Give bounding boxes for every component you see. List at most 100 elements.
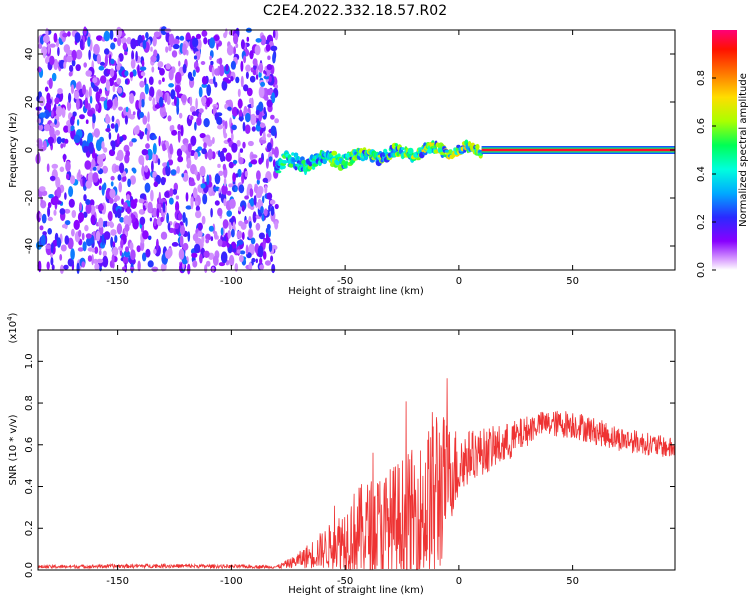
heatmap-cell	[231, 106, 239, 117]
heatmap-cell	[269, 199, 276, 205]
heatmap-cell	[244, 124, 251, 134]
heatmap-cell	[180, 94, 187, 103]
heatmap-cell	[37, 139, 43, 150]
heatmap-cell	[275, 170, 282, 174]
heatmap-cell	[193, 55, 198, 60]
heatmap-cell	[111, 140, 116, 152]
heatmap-cell	[331, 150, 338, 156]
heatmap-cell	[123, 250, 130, 258]
heatmap-cell	[111, 246, 119, 257]
heatmap-cell	[67, 258, 75, 267]
heatmap-cell	[108, 221, 114, 227]
heatmap-cell	[238, 157, 244, 165]
heatmap-cell	[337, 153, 341, 158]
heatmap-cell	[230, 60, 236, 70]
heatmap-cell	[255, 38, 262, 43]
heatmap-cell	[176, 104, 180, 115]
heatmap-cell	[271, 92, 276, 104]
heatmap-cell	[256, 179, 260, 185]
heatmap-cell	[195, 66, 200, 73]
heatmap-cell	[177, 124, 182, 131]
heatmap-cell	[192, 69, 196, 77]
heatmap-cell	[248, 221, 252, 229]
heatmap-cell	[75, 64, 81, 72]
heatmap-cell	[91, 254, 94, 266]
heatmap-cell	[248, 229, 253, 239]
heatmap-cell	[126, 206, 131, 215]
heatmap-cell	[125, 106, 129, 113]
heatmap-cell	[199, 133, 206, 139]
heatmap-cell	[170, 89, 176, 100]
heatmap-cell	[108, 132, 112, 140]
heatmap-cell	[149, 217, 153, 222]
heatmap-cell	[230, 132, 234, 142]
heatmap-cell	[180, 124, 184, 137]
heatmap-cell	[64, 235, 70, 245]
heatmap-cell	[83, 211, 88, 218]
colorbar-label: Normalized spectral amplitude	[738, 73, 749, 227]
heatmap-cell	[268, 229, 271, 238]
heatmap-cell	[165, 249, 172, 259]
heatmap-cell	[153, 49, 158, 58]
heatmap-cell	[79, 114, 85, 120]
x-tick-label: 50	[566, 576, 579, 587]
heatmap-cell	[69, 65, 74, 72]
heatmap-cell	[202, 193, 208, 205]
colorbar-tick-label: 0.0	[696, 262, 707, 278]
heatmap-cell	[197, 222, 203, 231]
heatmap-cell	[118, 106, 123, 111]
heatmap-cell	[173, 43, 180, 50]
heatmap-cell	[129, 175, 136, 185]
heatmap-cell	[195, 210, 202, 219]
heatmap-cell	[55, 105, 63, 117]
heatmap-cell	[49, 43, 56, 48]
heatmap-cell	[143, 205, 146, 210]
colorbar-tick-label: 0.6	[696, 118, 707, 134]
heatmap-cell	[260, 206, 264, 214]
heatmap-cell	[114, 165, 120, 172]
heatmap-cell	[133, 126, 140, 135]
heatmap-cell	[249, 197, 255, 207]
heatmap-cell	[71, 210, 77, 218]
heatmap-cell	[130, 38, 137, 50]
heatmap-cell	[73, 90, 80, 100]
heatmap-cell	[83, 62, 87, 68]
heatmap-cell	[227, 230, 231, 239]
heatmap-cell	[166, 212, 170, 224]
heatmap-cell	[262, 251, 267, 260]
x-tick-label: -150	[106, 576, 129, 587]
x-tick-label: -100	[220, 576, 243, 587]
heatmap-cell	[264, 185, 268, 195]
heatmap-cell	[49, 126, 55, 138]
heatmap-cell	[128, 141, 134, 147]
heatmap-cell	[196, 116, 202, 126]
heatmap-cell	[265, 44, 271, 52]
heatmap-cell	[153, 248, 157, 255]
heatmap-cell	[98, 250, 102, 256]
heatmap-cell	[231, 142, 238, 153]
heatmap-cell	[236, 140, 241, 147]
heatmap-cell	[212, 137, 215, 144]
heatmap-cell	[154, 104, 161, 109]
heatmap-cell	[160, 263, 165, 272]
heatmap-cell	[238, 116, 244, 121]
heatmap-cell	[117, 57, 120, 68]
heatmap-cell	[98, 225, 104, 236]
heatmap-cell	[236, 240, 244, 245]
heatmap-cell	[127, 178, 131, 188]
heatmap-cell	[157, 158, 161, 166]
heatmap-cell	[240, 60, 244, 72]
heatmap-cell	[48, 194, 54, 199]
heatmap-cell	[262, 177, 268, 183]
snr-series-line	[37, 378, 676, 570]
heatmap-cell	[182, 212, 186, 224]
heatmap-cell	[103, 182, 107, 191]
heatmap-cell	[263, 106, 266, 115]
heatmap-cell	[54, 118, 57, 125]
heatmap-cell	[259, 139, 267, 144]
heatmap-cell	[89, 199, 95, 207]
heatmap-cell	[145, 143, 150, 149]
heatmap-cell	[158, 79, 162, 85]
heatmap-cell	[81, 232, 85, 241]
heatmap-cell	[189, 76, 195, 82]
